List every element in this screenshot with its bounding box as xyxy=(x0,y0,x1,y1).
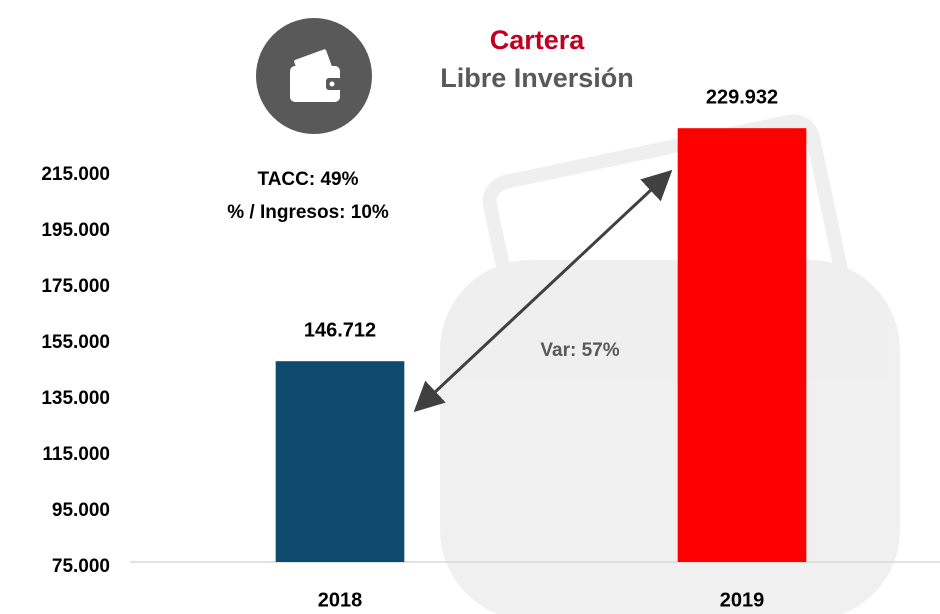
y-tick-label: 175.000 xyxy=(41,276,110,297)
value-label: 229.932 xyxy=(706,86,778,108)
y-tick-label: 215.000 xyxy=(41,164,110,185)
y-tick-label: 195.000 xyxy=(41,220,110,241)
chart-title: Cartera xyxy=(490,25,586,55)
bar xyxy=(678,128,807,562)
value-label: 146.712 xyxy=(304,319,376,341)
y-tick-label: 155.000 xyxy=(41,332,110,353)
annotation: Var: 57% xyxy=(540,340,619,361)
y-tick-label: 115.000 xyxy=(42,444,110,465)
chart-subtitle: Libre Inversión xyxy=(440,63,634,93)
annotation: % / Ingresos: 10% xyxy=(227,202,389,223)
bar xyxy=(276,361,405,562)
x-tick-label: 2018 xyxy=(318,589,363,611)
x-tick-label: 2019 xyxy=(720,589,765,611)
y-tick-label: 75.000 xyxy=(52,556,110,577)
y-tick-label: 135.000 xyxy=(41,388,110,409)
watermark xyxy=(440,118,900,614)
annotation: TACC: 49% xyxy=(258,169,359,190)
chart: Cartera Libre Inversión TACC: 49% % / In… xyxy=(0,0,940,614)
wallet-icon xyxy=(256,18,372,134)
y-tick-label: 95.000 xyxy=(52,500,110,521)
